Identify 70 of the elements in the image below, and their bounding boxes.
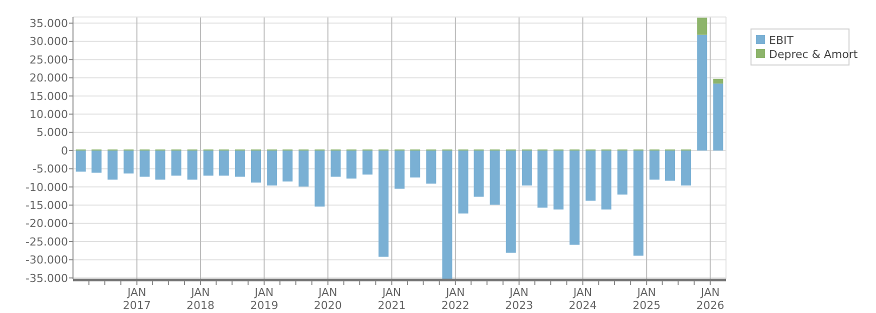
y-tick-label: 0: [61, 144, 68, 158]
bar: [267, 150, 278, 186]
bar: [537, 150, 548, 208]
x-tick-label: JAN 2026: [696, 286, 724, 312]
bar: [362, 150, 372, 175]
bar: [124, 150, 134, 174]
y-tick-label: -20.000: [26, 217, 68, 230]
x-tick-label: JAN 2024: [568, 286, 597, 312]
bar: [586, 150, 596, 201]
bar: [314, 150, 325, 207]
x-tick-label: JAN 2025: [632, 286, 661, 312]
bar: [203, 150, 214, 176]
bar: [649, 150, 660, 180]
y-tick-label: -25.000: [26, 235, 68, 248]
bar: [697, 18, 708, 35]
bar: [251, 150, 262, 183]
bar: [218, 150, 229, 176]
x-tick-label: JAN 2019: [250, 286, 278, 312]
bar: [617, 150, 628, 195]
legend-label: Deprec & Amort: [769, 48, 858, 61]
bar: [298, 150, 309, 187]
bar: [474, 150, 484, 197]
bar: [76, 150, 86, 172]
bar: [490, 150, 500, 205]
bar: [234, 150, 245, 177]
bar: [155, 150, 166, 180]
y-tick-label: -35.000: [26, 272, 68, 285]
bar: [282, 150, 293, 182]
bar: [140, 150, 150, 177]
bar: [522, 150, 532, 186]
bar: [442, 150, 452, 279]
bar: [330, 150, 341, 177]
bar: [697, 34, 708, 151]
x-tick-label: JAN 2018: [186, 286, 215, 312]
legend-label: EBIT: [769, 34, 794, 47]
bar: [394, 150, 405, 189]
bar: [346, 150, 356, 179]
x-tick-label: JAN 2022: [441, 286, 470, 312]
bar: [713, 84, 724, 151]
bar: [92, 150, 102, 173]
y-tick-label: 10.000: [30, 108, 68, 122]
bar: [426, 150, 436, 184]
bar: [601, 150, 612, 210]
bar: [506, 150, 516, 253]
y-tick-label: -10.000: [26, 180, 68, 194]
bar: [187, 150, 198, 180]
bar: [108, 150, 118, 180]
bar: [633, 150, 644, 256]
bar: [554, 150, 564, 210]
x-tick-label: JAN 2020: [314, 286, 342, 312]
bar: [378, 150, 389, 257]
y-tick-label: 25.000: [30, 53, 68, 66]
y-tick-label: 35.000: [30, 17, 68, 30]
bar: [171, 150, 182, 176]
bar: [458, 150, 468, 214]
bar: [570, 150, 580, 245]
bar: [410, 150, 420, 178]
x-tick-label: JAN 2023: [505, 286, 534, 312]
y-tick-label: 20.000: [30, 72, 68, 85]
bar: [681, 150, 692, 186]
y-tick-label: -5.000: [32, 162, 68, 176]
y-tick-label: -15.000: [26, 198, 68, 212]
y-tick-label: 15.000: [30, 90, 68, 103]
y-tick-label: 5.000: [36, 126, 68, 140]
y-tick-label: 30.000: [30, 35, 68, 48]
bar: [713, 78, 724, 84]
y-tick-label: -30.000: [26, 254, 68, 267]
x-tick-label: JAN 2017: [122, 286, 151, 312]
x-tick-label: JAN 2021: [378, 286, 406, 312]
bar: [665, 150, 675, 181]
